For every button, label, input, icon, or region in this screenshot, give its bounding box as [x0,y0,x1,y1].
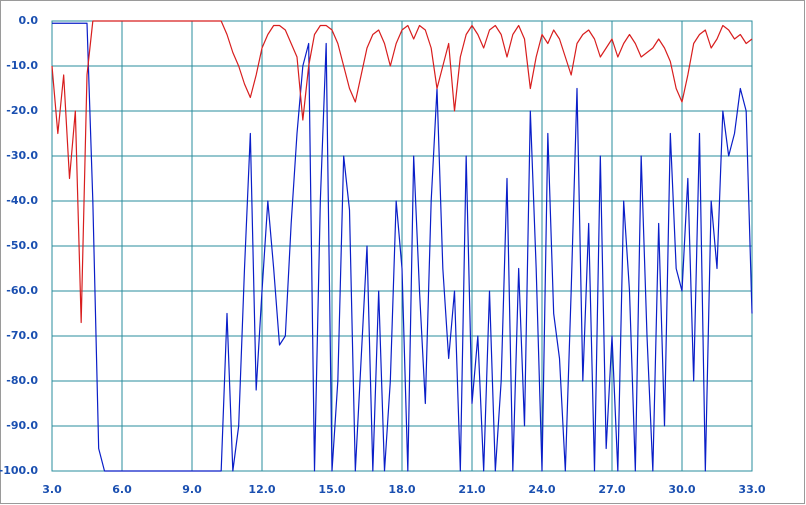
x-tick-label: 3.0 [42,483,62,496]
x-tick-label: 24.0 [528,483,555,496]
series-line [51,20,753,324]
y-tick-label: -90.0 [6,419,38,432]
y-tick-label: -20.0 [6,104,38,117]
x-tick-label: 9.0 [182,483,202,496]
series-line [52,22,753,472]
y-tick-label: -10.0 [6,59,38,72]
y-tick-label: -40.0 [6,194,38,207]
plot-border [51,20,753,472]
x-tick-label: 21.0 [458,483,485,496]
x-tick-label: 30.0 [668,483,695,496]
x-tick-label: 33.0 [738,483,765,496]
x-tick-label: 27.0 [598,483,625,496]
y-tick-label: -50.0 [6,239,38,252]
x-tick-label: 12.0 [248,483,275,496]
y-tick-label: -100.0 [0,464,38,477]
y-tick-label: -80.0 [6,374,38,387]
y-tick-label: -60.0 [6,284,38,297]
x-tick-label: 18.0 [388,483,415,496]
y-tick-label: -30.0 [6,149,38,162]
x-tick-label: 6.0 [112,483,132,496]
y-tick-label: -70.0 [6,329,38,342]
y-tick-label: 0.0 [19,14,39,27]
x-tick-label: 15.0 [318,483,345,496]
